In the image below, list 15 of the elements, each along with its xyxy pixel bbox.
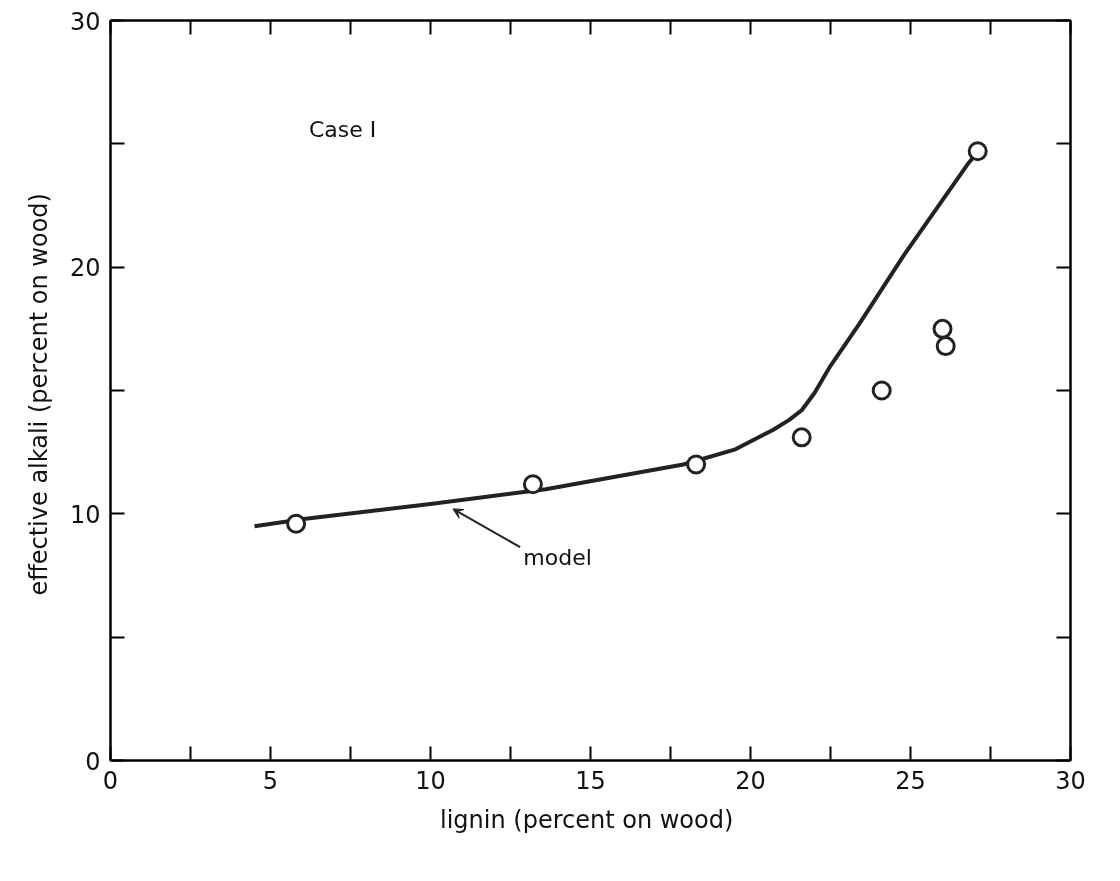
y-tick-label: 30 <box>69 7 101 36</box>
annotation: model <box>523 544 592 570</box>
x-tick-label: 5 <box>262 766 279 795</box>
x-tick-label: 25 <box>895 766 926 795</box>
y-tick-label: 10 <box>69 500 101 529</box>
x-tick-label: 20 <box>735 766 766 795</box>
y-axis-title: effective alkali (percent on wood) <box>24 193 53 596</box>
annotation: Case I <box>308 116 377 142</box>
y-tick-label: 20 <box>69 254 101 283</box>
x-tick-label: 30 <box>1055 766 1086 795</box>
y-tick-label: 0 <box>85 747 101 776</box>
x-tick-label: 0 <box>102 766 119 795</box>
x-tick-label: 15 <box>575 766 606 795</box>
x-axis-title: lignin (percent on wood) <box>440 805 734 834</box>
x-tick-label: 10 <box>415 766 446 795</box>
